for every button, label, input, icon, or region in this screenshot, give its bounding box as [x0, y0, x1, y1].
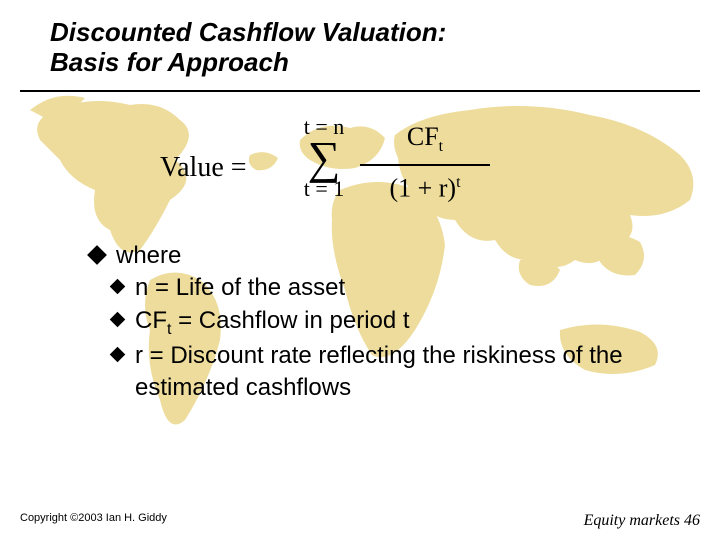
diamond-bullet-icon — [110, 279, 126, 295]
bullet-where: where — [90, 240, 720, 272]
fraction-denominator: (1 + r)t — [360, 168, 490, 204]
fraction-numerator: CFt — [360, 122, 490, 162]
bullet-n: n = Life of the asset — [112, 272, 720, 304]
diamond-bullet-icon — [87, 245, 107, 265]
formula-lhs: Value = — [160, 152, 247, 184]
fraction-bar — [360, 164, 490, 166]
copyright-text: Copyright ©2003 Ian H. Giddy — [20, 512, 167, 530]
diamond-bullet-icon — [110, 311, 126, 327]
bullet-r: r = Discount rate reflecting the riskine… — [112, 340, 720, 405]
dcf-formula: Value = t = n ∑ t = 1 CFt (1 + r)t — [160, 116, 560, 216]
page-number: 46 — [684, 512, 700, 529]
slide-footer: Copyright ©2003 Ian H. Giddy Equity mark… — [20, 512, 700, 530]
title-line-1: Discounted Cashflow Valuation: — [50, 18, 720, 48]
diamond-bullet-icon — [110, 347, 126, 363]
definition-list: where n = Life of the asset CFt = Cashfl… — [90, 240, 720, 405]
footer-right: Equity markets 46 — [584, 512, 700, 530]
title-line-2: Basis for Approach — [50, 48, 720, 78]
bullet-cft: CFt = Cashflow in period t — [112, 305, 720, 340]
formula-fraction: CFt (1 + r)t — [360, 122, 490, 204]
slide-title: Discounted Cashflow Valuation: Basis for… — [0, 0, 720, 86]
title-underline — [20, 90, 700, 92]
sigma-symbol: ∑ — [294, 138, 354, 178]
sum-lower-bound: t = 1 — [294, 178, 354, 200]
formula-summation: t = n ∑ t = 1 — [294, 116, 354, 200]
